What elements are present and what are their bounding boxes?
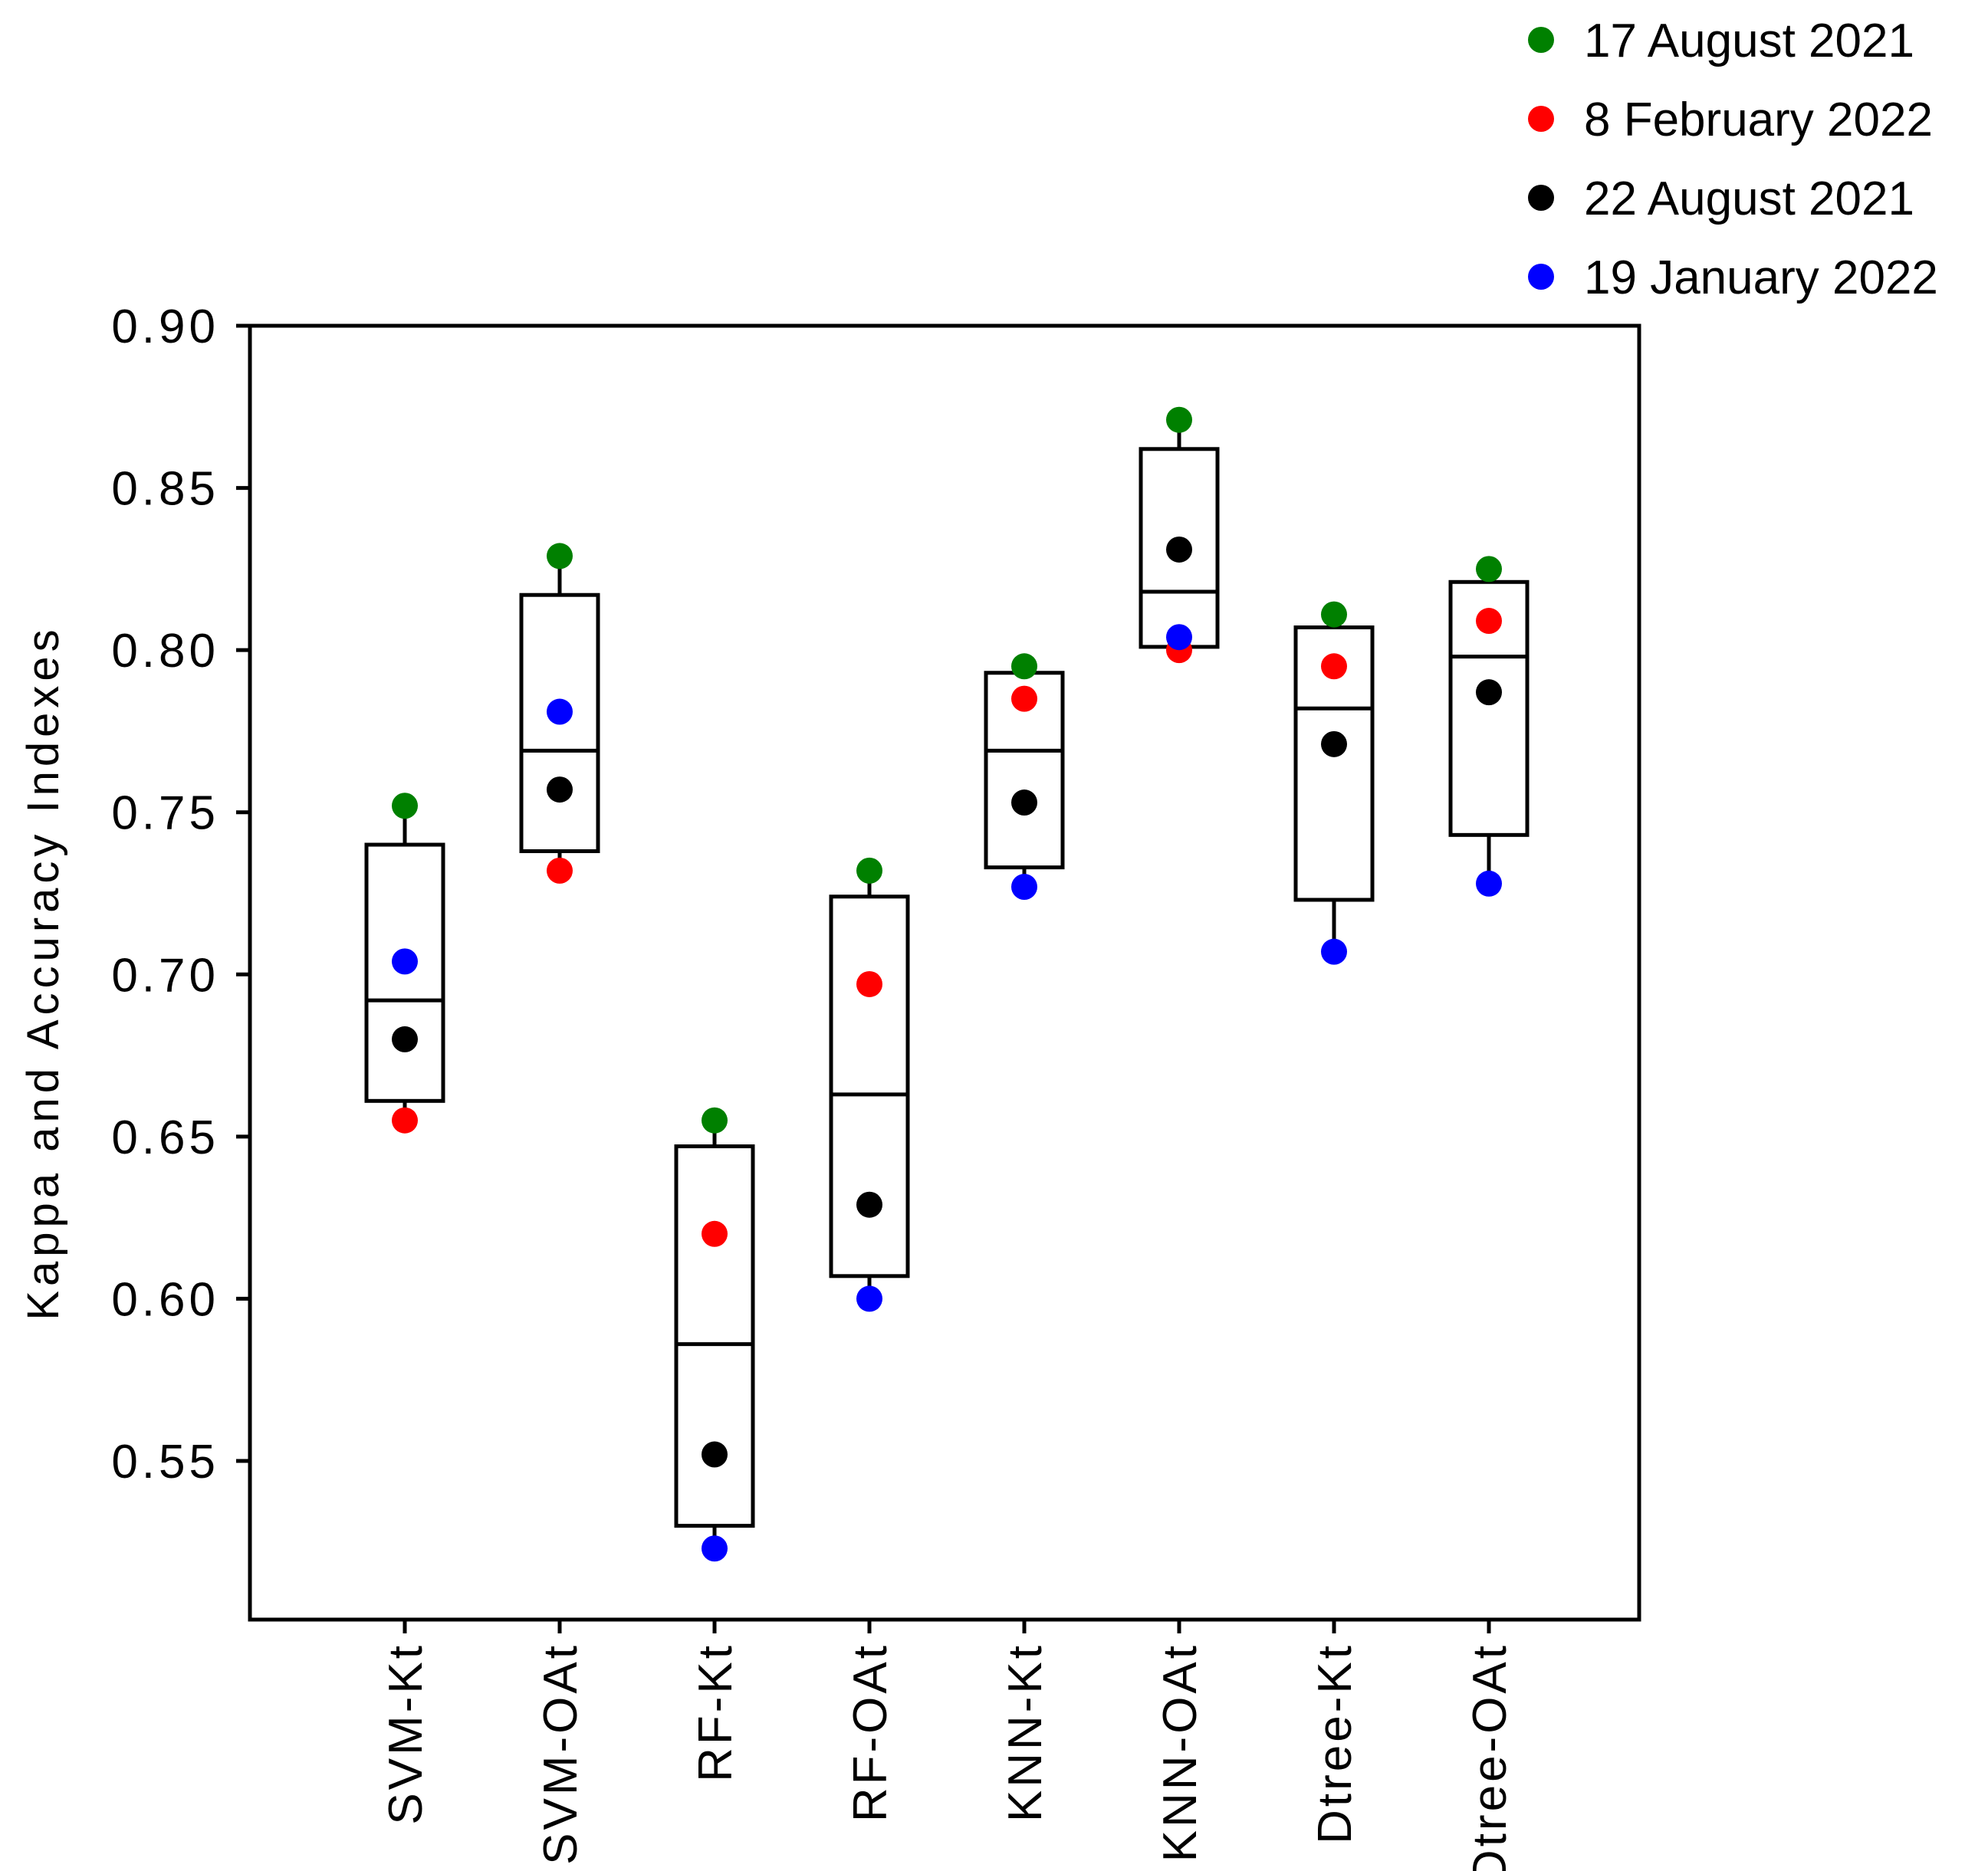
x-tick-label: RF-OAt xyxy=(844,1643,897,1822)
point-dtree-kt xyxy=(1321,653,1347,680)
y-axis: 0.90 0.85 0.80 0.75 0.70 0.65 0.60 0.55 xyxy=(111,300,250,1489)
box-body xyxy=(829,894,910,1279)
point-svm-kt xyxy=(392,1107,418,1134)
x-tick-label: RF-Kt xyxy=(689,1643,742,1782)
point-dtree-kt xyxy=(1321,730,1347,757)
point-dtree-kt xyxy=(1321,601,1347,628)
point-knn-oat xyxy=(1166,406,1192,433)
y-tick-label: 0.55 xyxy=(111,1436,219,1489)
legend-marker xyxy=(1528,185,1554,211)
box-body xyxy=(364,842,445,1103)
legend-item: 17 August 2021 xyxy=(1528,15,1914,67)
x-tick-label: KNN-Kt xyxy=(999,1643,1052,1822)
point-svm-kt xyxy=(392,948,418,975)
y-tick-label: 0.70 xyxy=(111,949,219,1002)
legend-item: 22 August 2021 xyxy=(1528,172,1914,225)
y-tick-label: 0.60 xyxy=(111,1273,219,1326)
x-tick-label: SVM-Kt xyxy=(380,1643,432,1825)
point-dtree-oat xyxy=(1476,679,1502,706)
x-tick-label: SVM-OAt xyxy=(534,1643,587,1865)
x-tick-label: Dtree-OAt xyxy=(1464,1643,1516,1871)
legend-marker xyxy=(1528,106,1554,132)
x-axis: SVM-Kt SVM-OAt RF-Kt RF-OAt KNN-Kt KNN-OAt Dtr… xyxy=(380,1620,1516,1871)
legend-label: 19 January 2022 xyxy=(1584,251,1938,304)
y-tick-label: 0.85 xyxy=(111,463,219,516)
legend-item: 19 January 2022 xyxy=(1528,251,1938,304)
x-tick-label: Dtree-Kt xyxy=(1309,1643,1362,1844)
x-tick-label: KNN-OAt xyxy=(1154,1643,1207,1862)
point-knn-oat xyxy=(1166,624,1192,651)
point-rf-oat xyxy=(856,857,882,884)
point-knn-oat xyxy=(1166,536,1192,563)
legend-label: 22 August 2021 xyxy=(1584,172,1914,225)
y-tick-label: 0.80 xyxy=(111,625,219,678)
point-rf-kt xyxy=(702,1535,728,1562)
y-tick-label: 0.65 xyxy=(111,1111,219,1164)
box-body xyxy=(674,1144,755,1528)
point-svm-oat xyxy=(547,543,573,570)
legend-marker xyxy=(1528,264,1554,290)
y-axis-label: Kappa and Accuracy Indexes xyxy=(18,625,68,1320)
y-tick-label: 0.90 xyxy=(111,300,219,353)
point-svm-kt xyxy=(392,1026,418,1052)
point-dtree-oat xyxy=(1476,556,1502,583)
box-body xyxy=(519,592,600,853)
legend-label: 17 August 2021 xyxy=(1584,15,1914,67)
point-dtree-oat xyxy=(1476,608,1502,635)
point-rf-oat xyxy=(856,1191,882,1218)
point-layer xyxy=(392,406,1502,1562)
point-knn-kt xyxy=(1011,653,1037,680)
point-svm-oat xyxy=(547,776,573,803)
legend: 17 August 2021 8 February 2022 22 August 2… xyxy=(1528,15,1938,304)
point-dtree-oat xyxy=(1476,870,1502,897)
point-dtree-kt xyxy=(1321,938,1347,965)
point-knn-kt xyxy=(1011,789,1037,816)
point-svm-oat xyxy=(547,698,573,725)
point-rf-oat xyxy=(856,1285,882,1312)
point-rf-kt xyxy=(702,1107,728,1134)
point-knn-kt xyxy=(1011,685,1037,712)
point-rf-oat xyxy=(856,970,882,997)
legend-marker xyxy=(1528,27,1554,53)
legend-item: 8 February 2022 xyxy=(1528,94,1933,146)
point-knn-kt xyxy=(1011,874,1037,901)
y-tick-label: 0.75 xyxy=(111,787,219,840)
point-svm-kt xyxy=(392,793,418,819)
legend-label: 8 February 2022 xyxy=(1584,94,1933,146)
point-rf-kt xyxy=(702,1220,728,1247)
point-rf-kt xyxy=(702,1441,728,1468)
point-svm-oat xyxy=(547,857,573,884)
